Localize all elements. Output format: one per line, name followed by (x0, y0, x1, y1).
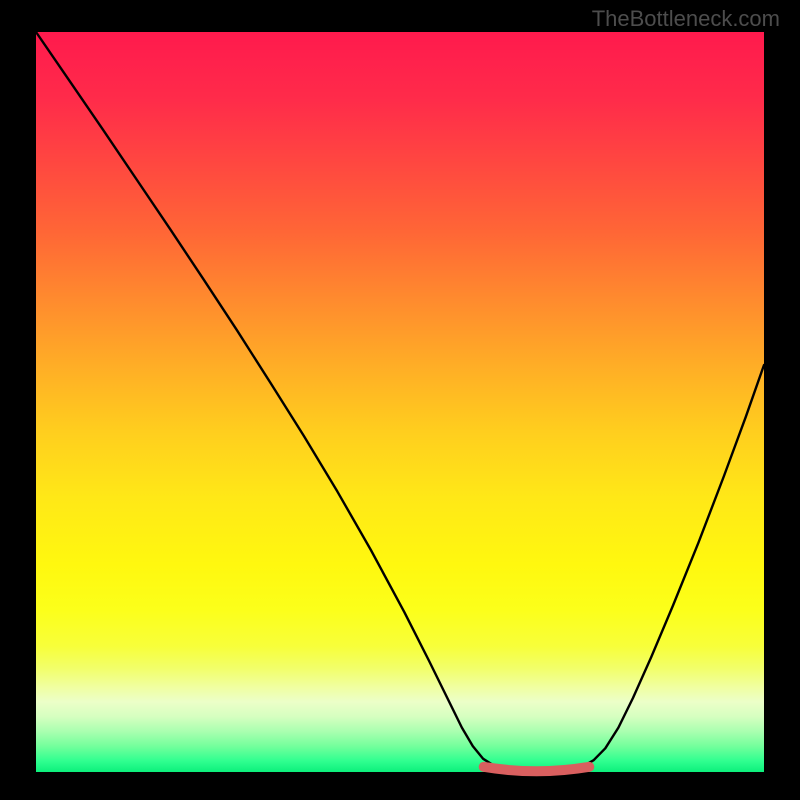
gradient-plot-area (36, 32, 764, 772)
watermark-text: TheBottleneck.com (592, 6, 780, 32)
chart-stage: TheBottleneck.com (0, 0, 800, 800)
